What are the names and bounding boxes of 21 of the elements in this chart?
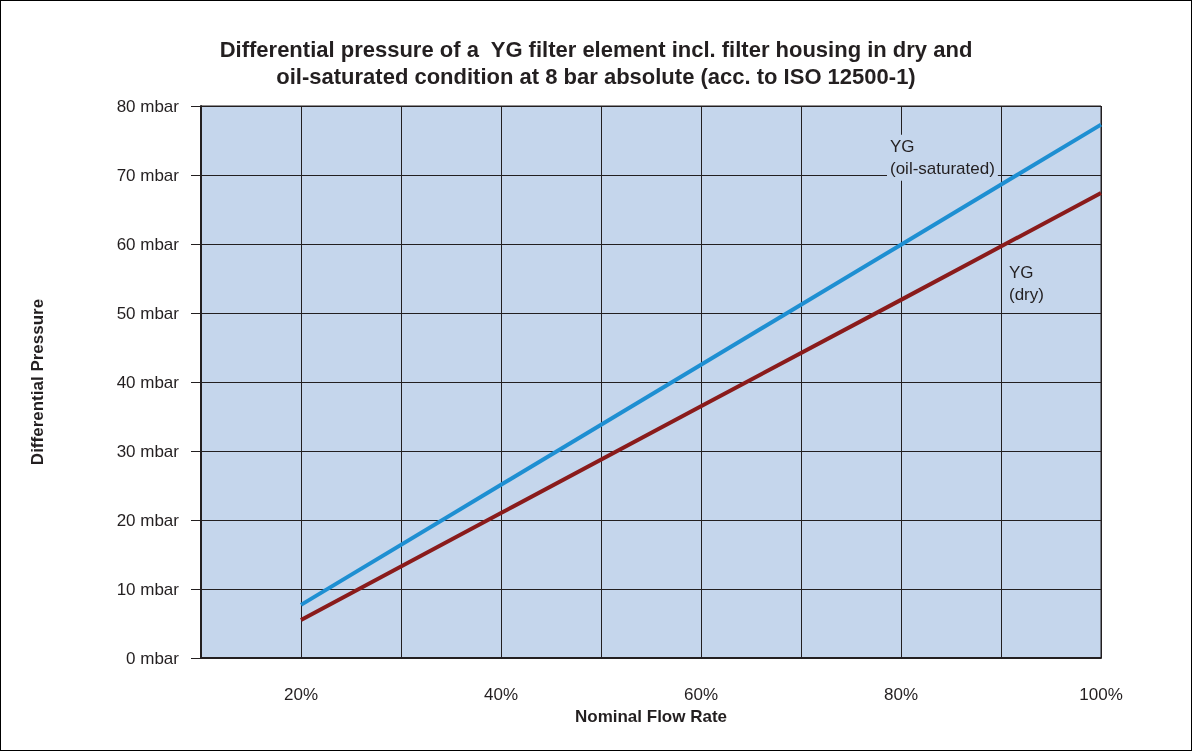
y-tick-label: 50 mbar: [116, 303, 180, 323]
y-axis-title: Differential Pressure: [28, 298, 47, 466]
line-series: [299, 122, 1103, 607]
line-series: [299, 190, 1103, 623]
y-tick-label: 0 mbar: [126, 648, 180, 668]
y-tick-label: 40 mbar: [116, 372, 180, 392]
x-tick-label: 40%: [483, 685, 519, 704]
x-tick-label: 20%: [283, 685, 319, 704]
y-tick-label: 70 mbar: [116, 165, 180, 185]
series-label: YG (oil-saturated): [890, 137, 995, 179]
y-tick-label: 20 mbar: [116, 510, 180, 530]
y-tick-label: 60 mbar: [116, 234, 180, 254]
series-label: YG (dry): [1009, 263, 1044, 305]
y-tick-label: 80 mbar: [116, 96, 180, 116]
x-axis-title: Nominal Flow Rate: [574, 707, 728, 726]
x-tick-label: 80%: [883, 685, 919, 704]
y-tick-label: 10 mbar: [116, 579, 180, 599]
x-tick-label: 100%: [1079, 685, 1123, 704]
chart-title: Differential pressure of a YG filter element incl. filter housing in dry and oil-saturated condition at 8 bar absolute (acc. to ISO 12500-1): [219, 37, 973, 89]
x-tick-label: 60%: [683, 685, 719, 704]
y-tick-label: 30 mbar: [116, 441, 180, 461]
